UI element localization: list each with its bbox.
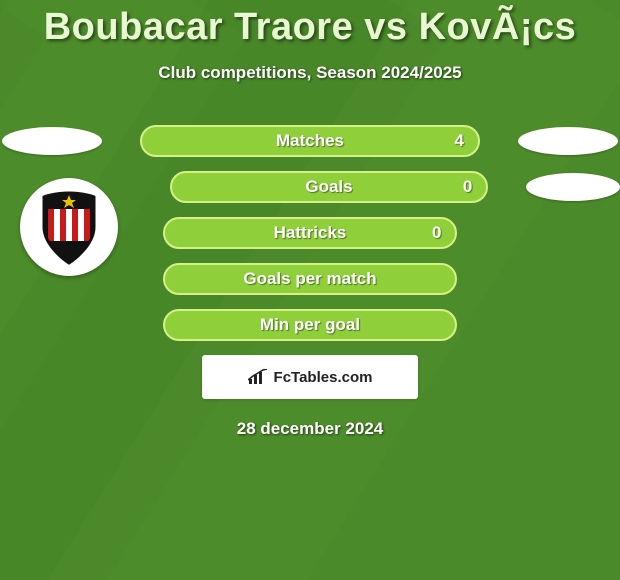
page-subtitle: Club competitions, Season 2024/2025 <box>0 63 620 83</box>
stat-value-right: 4 <box>455 131 464 151</box>
player-ellipse-right <box>526 173 620 201</box>
stat-label: Min per goal <box>260 315 360 335</box>
bar-chart-icon <box>248 369 268 385</box>
stat-label: Goals per match <box>243 269 376 289</box>
stat-label: Matches <box>276 131 344 151</box>
player-ellipse-right <box>518 127 618 155</box>
player-ellipse-left <box>2 127 102 155</box>
stat-value-right: 0 <box>432 223 441 243</box>
stat-label: Hattricks <box>274 223 347 243</box>
stat-pill: Goals 0 <box>170 171 489 203</box>
page-root: Boubacar Traore vs KovÃ¡cs Club competit… <box>0 0 620 580</box>
stat-value-right: 0 <box>463 177 472 197</box>
shield-icon <box>34 187 104 267</box>
stat-pill: Goals per match <box>163 263 458 295</box>
page-title: Boubacar Traore vs KovÃ¡cs <box>0 6 620 49</box>
footer-date: 28 december 2024 <box>0 419 620 439</box>
stat-pill: Min per goal <box>163 309 458 341</box>
team-badge <box>20 178 118 276</box>
brand-box[interactable]: FcTables.com <box>202 355 418 399</box>
stat-pill: Hattricks 0 <box>163 217 458 249</box>
stat-pill: Matches 4 <box>140 125 480 157</box>
stat-row: Matches 4 <box>0 125 620 157</box>
brand-text: FcTables.com <box>274 369 373 386</box>
team-badge-circle <box>20 178 118 276</box>
stat-label: Goals <box>305 177 352 197</box>
stat-row: Min per goal <box>0 309 620 341</box>
